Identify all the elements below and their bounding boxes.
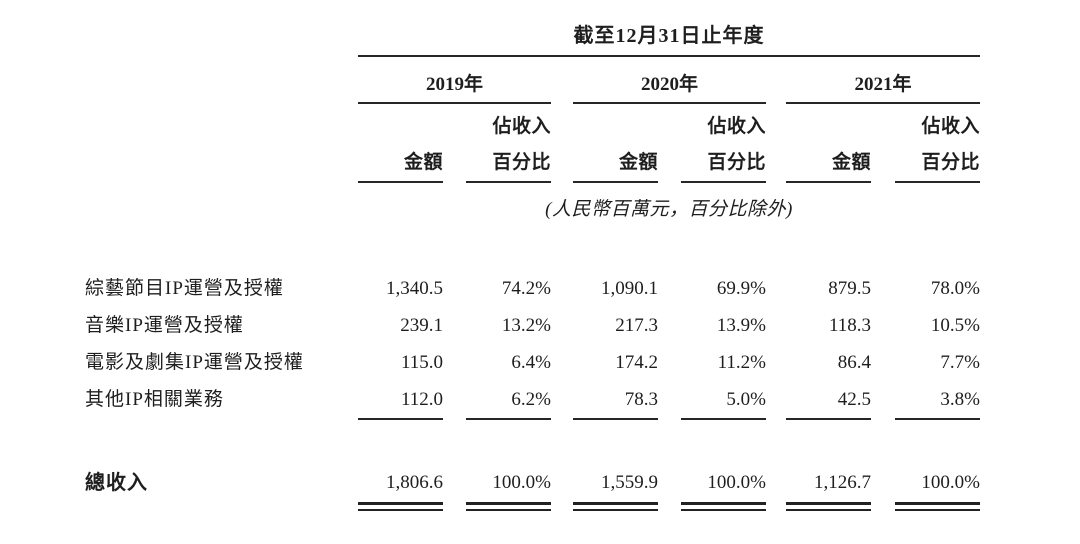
total-double-rule [573,502,658,511]
spacer [573,109,658,145]
total-double-rule [681,502,766,511]
col-header-pct-2021: 佔收入 百分比 [895,104,980,183]
total-amount-2019: 1,806.6 [386,472,443,493]
revenue-table: 截至12月31日止年度 2019年 2020年 2021年 金額 佔收入 百分比… [85,0,980,511]
amount-2019: 115.0 [400,352,443,373]
amount-header-label: 金額 [403,152,443,173]
pct-2020: 5.0% [681,381,766,420]
pct-2021: 7.7% [940,352,980,373]
pct-header-top: 佔收入 [707,116,766,137]
table-row: 綜藝節目IP運營及授權 1,340.5 74.2% 1,090.1 69.9% … [85,270,980,307]
table-row: 其他IP相關業務 112.0 6.2% 78.3 5.0% 42.5 3.8% [85,381,980,420]
unit-note-row: (人民幣百萬元，百分比除外) [85,183,980,222]
row-label: 其他IP相關業務 [85,389,224,410]
pct-header-top: 佔收入 [492,116,551,137]
col-header-amount-2020: 金額 [573,104,658,183]
column-header-row: 金額 佔收入 百分比 金額 佔收入 百分比 金額 佔收入 百分比 [85,104,980,183]
total-amount-2021: 1,126.7 [814,472,871,493]
header-rule [358,48,980,57]
year-header-2021: 2021年 [786,57,980,104]
amount-2020: 174.2 [615,352,658,373]
amount-2021: 86.4 [837,352,871,373]
amount-2020: 217.3 [615,315,658,336]
pct-header-top: 佔收入 [921,116,980,137]
col-header-amount-2019: 金額 [358,104,443,183]
total-rule-row [85,502,980,511]
total-double-rule [358,502,443,511]
pct-header-bottom: 百分比 [707,152,766,173]
row-label: 綜藝節目IP運營及授權 [85,278,284,299]
total-amount-2020: 1,559.9 [601,472,658,493]
pct-2021: 3.8% [895,381,980,420]
amount-2021: 879.5 [828,278,871,299]
total-double-rule [786,502,871,511]
total-label: 總收入 [85,472,148,494]
amount-2019: 1,340.5 [386,278,443,299]
table-row: 電影及劇集IP運營及授權 115.0 6.4% 174.2 11.2% 86.4… [85,344,980,381]
pct-2019: 13.2% [501,315,551,336]
amount-2019: 112.0 [358,381,443,420]
total-double-rule [895,502,980,511]
table-row: 音樂IP運營及授權 239.1 13.2% 217.3 13.9% 118.3 … [85,307,980,344]
table-title: 截至12月31日止年度 [573,25,765,47]
total-double-rule [466,502,551,511]
row-label: 音樂IP運營及授權 [85,315,244,336]
total-pct-2020: 100.0% [707,472,766,493]
amount-2020: 1,090.1 [601,278,658,299]
row-label: 電影及劇集IP運營及授權 [85,352,304,373]
amount-2020: 78.3 [573,381,658,420]
table-body: 綜藝節目IP運營及授權 1,340.5 74.2% 1,090.1 69.9% … [85,270,980,420]
total-row: 總收入 1,806.6 100.0% 1,559.9 100.0% 1,126.… [85,470,980,496]
pct-2019: 6.2% [466,381,551,420]
pct-header-bottom: 百分比 [492,152,551,173]
amount-header-label: 金額 [618,152,658,173]
total-pct-2021: 100.0% [921,472,980,493]
pct-2020: 13.9% [716,315,766,336]
col-header-pct-2020: 佔收入 百分比 [681,104,766,183]
pct-2021: 10.5% [930,315,980,336]
amount-2021: 118.3 [828,315,871,336]
col-header-pct-2019: 佔收入 百分比 [466,104,551,183]
pct-2020: 69.9% [716,278,766,299]
spacer [786,109,871,145]
header-rule-row [85,48,980,57]
amount-2021: 42.5 [786,381,871,420]
unit-note: (人民幣百萬元，百分比除外) [545,199,793,220]
pct-2021: 78.0% [930,278,980,299]
table-title-row: 截至12月31日止年度 [85,0,980,48]
amount-header-label: 金額 [831,152,871,173]
pct-header-bottom: 百分比 [921,152,980,173]
col-header-amount-2021: 金額 [786,104,871,183]
pct-2020: 11.2% [717,352,766,373]
pct-2019: 6.4% [511,352,551,373]
spacer [358,109,443,145]
amount-2019: 239.1 [400,315,443,336]
total-pct-2019: 100.0% [492,472,551,493]
year-header-2019: 2019年 [358,57,551,104]
year-header-2020: 2020年 [573,57,766,104]
pct-2019: 74.2% [501,278,551,299]
year-header-row: 2019年 2020年 2021年 [85,57,980,104]
